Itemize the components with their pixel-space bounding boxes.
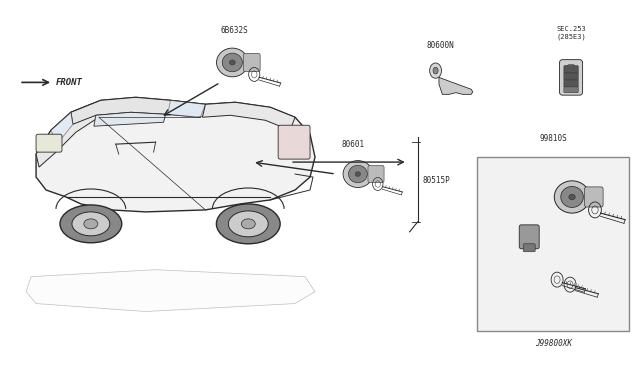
Ellipse shape <box>241 219 255 229</box>
Polygon shape <box>71 97 205 124</box>
Ellipse shape <box>554 181 590 213</box>
Ellipse shape <box>216 204 280 244</box>
FancyBboxPatch shape <box>584 187 603 207</box>
FancyBboxPatch shape <box>36 134 62 152</box>
Polygon shape <box>94 112 166 126</box>
FancyBboxPatch shape <box>368 165 384 183</box>
FancyBboxPatch shape <box>564 80 579 87</box>
Text: J99800XK: J99800XK <box>534 339 572 349</box>
Ellipse shape <box>355 172 360 176</box>
Ellipse shape <box>216 48 248 77</box>
Ellipse shape <box>348 165 367 183</box>
Polygon shape <box>439 77 473 94</box>
Text: 99810S: 99810S <box>540 134 567 143</box>
Text: SEC.253
(285E3): SEC.253 (285E3) <box>556 26 586 39</box>
Ellipse shape <box>72 212 110 236</box>
Text: FRONT: FRONT <box>56 78 83 87</box>
FancyBboxPatch shape <box>564 73 579 80</box>
Polygon shape <box>202 102 295 130</box>
Ellipse shape <box>222 53 243 72</box>
FancyBboxPatch shape <box>564 65 579 74</box>
Ellipse shape <box>230 60 235 65</box>
Polygon shape <box>36 100 101 167</box>
FancyBboxPatch shape <box>559 60 582 95</box>
FancyBboxPatch shape <box>243 53 260 72</box>
FancyBboxPatch shape <box>278 125 310 159</box>
FancyBboxPatch shape <box>564 87 579 93</box>
Text: 80600N: 80600N <box>427 41 454 49</box>
Ellipse shape <box>228 211 268 237</box>
Polygon shape <box>26 270 315 311</box>
Ellipse shape <box>433 67 438 74</box>
FancyBboxPatch shape <box>524 244 535 252</box>
Polygon shape <box>51 112 73 144</box>
Polygon shape <box>168 100 236 117</box>
Bar <box>477 157 629 331</box>
Ellipse shape <box>60 205 122 243</box>
Text: 6B632S: 6B632S <box>220 26 248 35</box>
FancyBboxPatch shape <box>519 225 539 249</box>
Text: 80515P: 80515P <box>422 176 451 185</box>
Polygon shape <box>36 97 315 212</box>
Text: 80601: 80601 <box>341 140 364 149</box>
Ellipse shape <box>429 63 442 78</box>
Ellipse shape <box>569 194 575 200</box>
Ellipse shape <box>567 64 575 69</box>
Ellipse shape <box>561 186 583 208</box>
Ellipse shape <box>84 219 98 229</box>
Ellipse shape <box>343 161 372 187</box>
